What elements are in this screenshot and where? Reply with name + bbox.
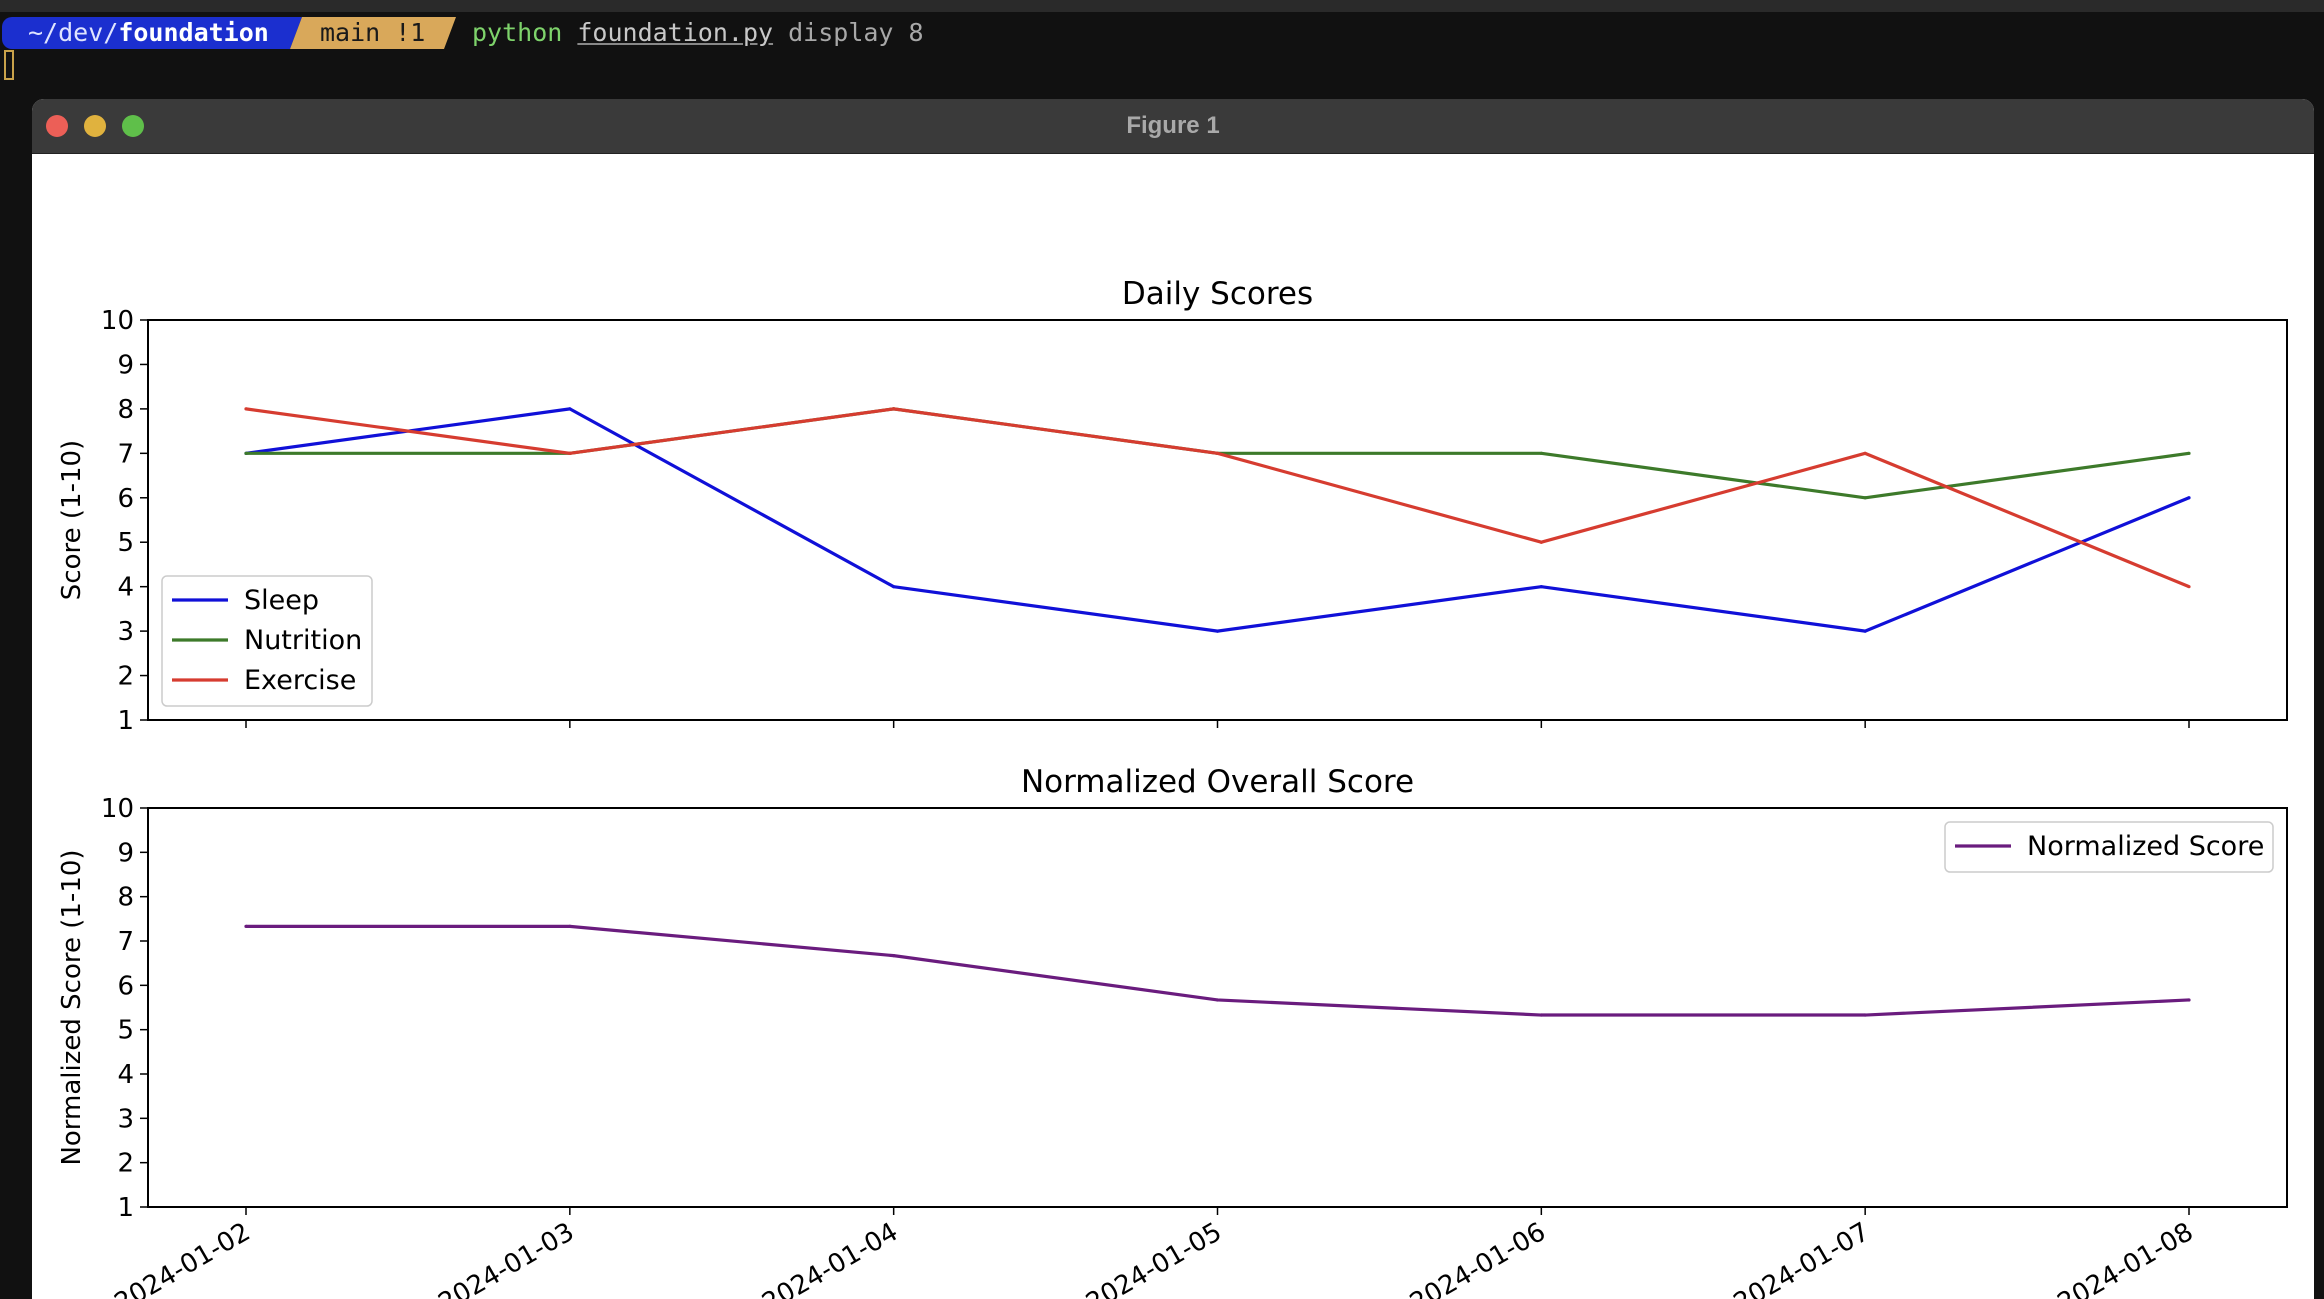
y-tick-label: 9 xyxy=(117,838,134,868)
command-args: display 8 xyxy=(788,18,924,47)
y-tick-label: 8 xyxy=(117,883,134,913)
legend-label: Nutrition xyxy=(244,625,362,656)
path-prefix: ~/dev/ xyxy=(28,18,119,47)
path-dir: foundation xyxy=(118,18,269,47)
data-point xyxy=(1539,540,1543,544)
data-point xyxy=(892,954,896,958)
subplot-1: Daily Scores Score (1-10) 1 2 3 4 5 6 7 8 9 10 Sleep… xyxy=(57,276,2288,736)
figure-canvas: Daily Scores Score (1-10) 1 2 3 4 5 6 7 8 9 10 Sleep… xyxy=(57,276,2288,1299)
y-tick-label: 3 xyxy=(117,1104,134,1134)
legend-label: Sleep xyxy=(244,585,319,616)
data-point xyxy=(1863,496,1867,500)
legend: Normalized Score xyxy=(1944,821,2274,873)
data-point xyxy=(1539,451,1543,455)
git-branch: main !1 xyxy=(320,18,426,47)
terminal-command: python foundation.py display 8 xyxy=(472,14,924,52)
data-point xyxy=(2187,451,2191,455)
data-point xyxy=(244,407,248,411)
x-tick-label: 2024-01-06 xyxy=(1405,1217,1551,1299)
y-tick-label: 5 xyxy=(117,1016,134,1046)
data-point xyxy=(568,924,572,928)
y-tick-label: 8 xyxy=(117,395,134,425)
legend-label: Exercise xyxy=(244,665,356,696)
data-point xyxy=(1863,629,1867,633)
data-point xyxy=(1215,998,1220,1002)
series-line-exercise xyxy=(245,407,2190,589)
y-tick-label: 1 xyxy=(117,706,134,736)
series-line-normalized-score xyxy=(246,924,2190,1017)
y-tick-label: 4 xyxy=(117,573,134,603)
y-tick-label: 2 xyxy=(117,1149,134,1179)
data-point xyxy=(1539,1013,1543,1017)
data-point xyxy=(244,924,248,928)
terminal-prompt: ~/dev/foundation main !1 python foundati… xyxy=(0,14,2324,52)
terminal-cursor xyxy=(4,50,14,80)
y-tick-label: 6 xyxy=(117,484,134,514)
data-point xyxy=(1539,585,1543,589)
x-tick-label: 2024-01-02 xyxy=(110,1217,256,1299)
y-axis-label: Score (1-10) xyxy=(57,440,87,600)
window-titlebar[interactable]: Figure 1 xyxy=(32,99,2314,154)
x-tick-label: 2024-01-08 xyxy=(2053,1217,2199,1299)
series-line-sleep xyxy=(245,407,2190,633)
data-point xyxy=(244,451,248,455)
plot-frame xyxy=(147,319,2288,721)
maximize-window-button[interactable] xyxy=(122,115,144,137)
chart-title: Normalized Overall Score xyxy=(1021,764,1414,800)
data-point xyxy=(892,407,896,411)
data-point xyxy=(568,407,572,411)
subplot-2: Normalized Overall Score Normalized Score… xyxy=(57,764,2288,1299)
x-tick-label: 2024-01-05 xyxy=(1081,1217,1227,1299)
data-point xyxy=(2187,585,2191,589)
data-point xyxy=(1863,451,1867,455)
plot-frame xyxy=(147,807,2288,1208)
y-tick-label: 1 xyxy=(117,1193,134,1223)
y-tick-label: 10 xyxy=(101,306,134,336)
y-tick-label: 5 xyxy=(117,528,134,558)
y-tick-label: 7 xyxy=(117,439,134,469)
window-title: Figure 1 xyxy=(1126,112,1220,139)
y-axis-label: Normalized Score (1-10) xyxy=(57,849,87,1165)
data-point xyxy=(2187,998,2191,1002)
data-point xyxy=(2187,496,2191,500)
command-program: python xyxy=(472,18,563,47)
prompt-path-segment: ~/dev/foundation xyxy=(2,17,302,49)
x-tick-label: 2024-01-07 xyxy=(1729,1217,1875,1299)
legend-label: Normalized Score xyxy=(2027,831,2264,862)
data-point xyxy=(1863,1013,1867,1017)
prompt-git-segment: main !1 xyxy=(290,17,456,49)
figure-window: Figure 1 Daily Scores Score (1-10) 1 2 3 4 5 6 7… xyxy=(32,99,2314,1299)
minimize-window-button[interactable] xyxy=(84,115,106,137)
data-point xyxy=(892,585,896,589)
command-file[interactable]: foundation.py xyxy=(577,18,774,47)
data-point xyxy=(1215,629,1220,633)
x-tick-label: 2024-01-03 xyxy=(433,1217,579,1299)
y-tick-label: 6 xyxy=(117,971,134,1001)
legend-box xyxy=(161,575,373,707)
y-tick-label: 9 xyxy=(117,350,134,380)
data-point xyxy=(1215,451,1220,455)
x-tick-label: 2024-01-04 xyxy=(757,1217,903,1299)
y-tick-label: 2 xyxy=(117,662,134,692)
y-tick-label: 10 xyxy=(101,794,134,824)
y-tick-label: 4 xyxy=(117,1060,134,1090)
y-tick-label: 7 xyxy=(117,927,134,957)
chart-title: Daily Scores xyxy=(1122,276,1313,312)
y-tick-label: 3 xyxy=(117,617,134,647)
data-point xyxy=(568,451,572,455)
terminal-top-edge xyxy=(0,0,2324,12)
legend-box xyxy=(1944,821,2274,873)
legend: Sleep Nutrition Exercise xyxy=(161,575,373,707)
close-window-button[interactable] xyxy=(46,115,68,137)
